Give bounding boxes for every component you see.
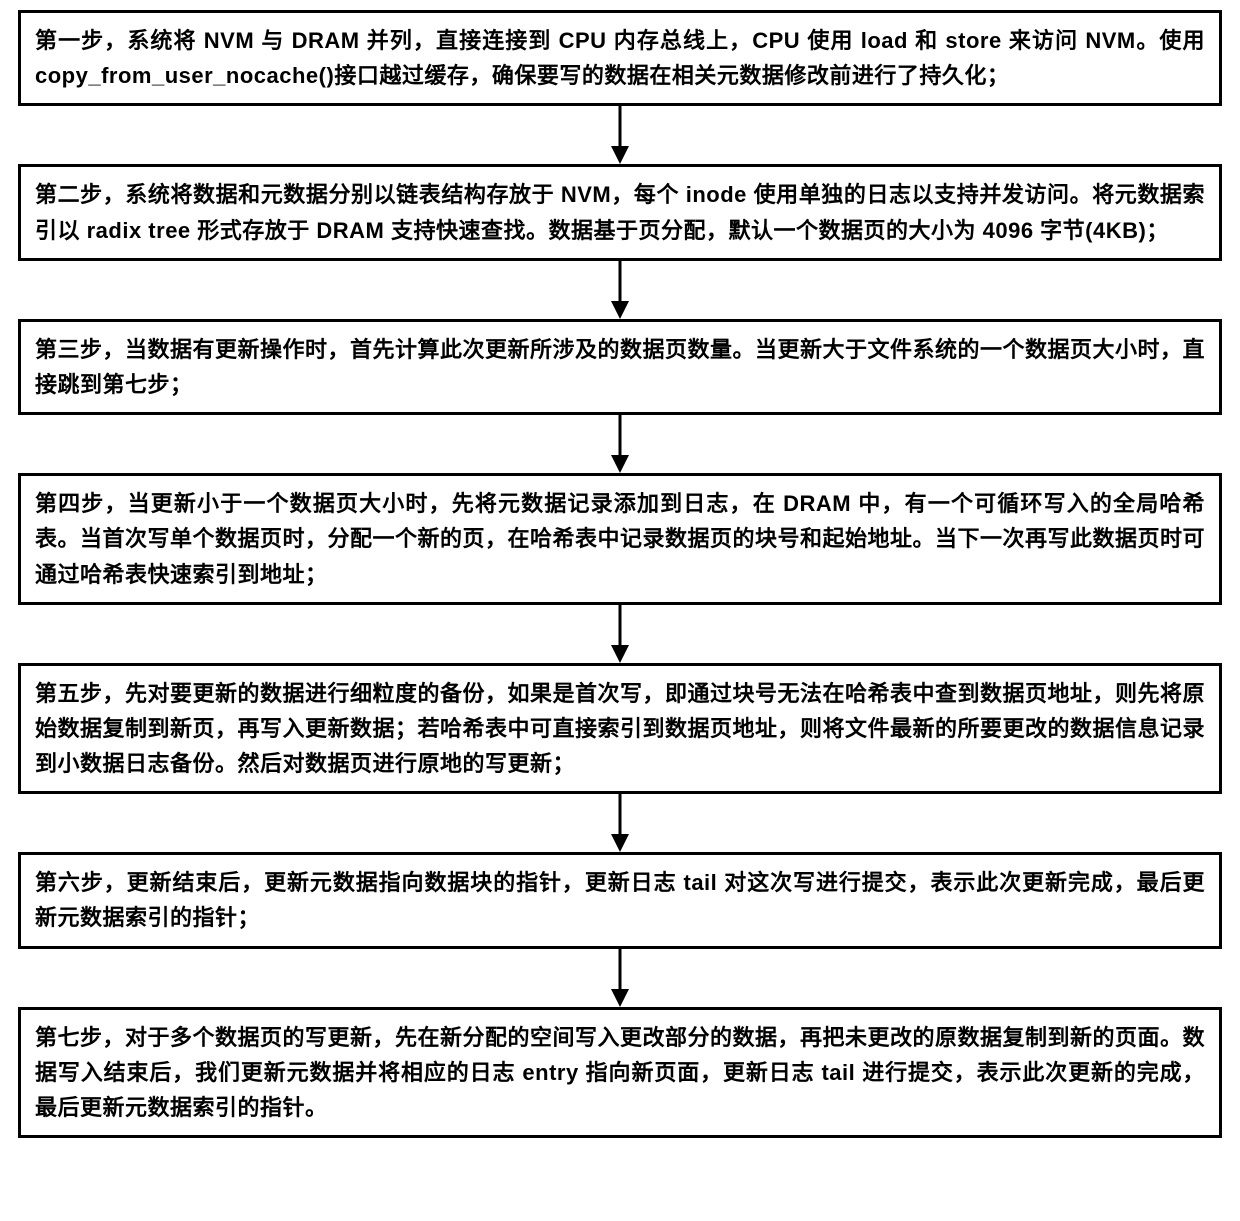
flow-step-6: 第六步，更新结束后，更新元数据指向数据块的指针，更新日志 tail 对这次写进行… bbox=[18, 852, 1222, 948]
flow-arrow bbox=[18, 794, 1222, 852]
flow-step-7: 第七步，对于多个数据页的写更新，先在新分配的空间写入更改部分的数据，再把未更改的… bbox=[18, 1007, 1222, 1139]
flow-arrow bbox=[18, 415, 1222, 473]
flowchart: 第一步，系统将 NVM 与 DRAM 并列，直接连接到 CPU 内存总线上，CP… bbox=[0, 0, 1240, 1156]
flow-arrow bbox=[18, 949, 1222, 1007]
flow-arrow bbox=[18, 261, 1222, 319]
flow-arrow bbox=[18, 106, 1222, 164]
flow-step-5: 第五步，先对要更新的数据进行细粒度的备份，如果是首次写，即通过块号无法在哈希表中… bbox=[18, 663, 1222, 795]
flow-step-4: 第四步，当更新小于一个数据页大小时，先将元数据记录添加到日志，在 DRAM 中，… bbox=[18, 473, 1222, 605]
flow-step-2: 第二步，系统将数据和元数据分别以链表结构存放于 NVM，每个 inode 使用单… bbox=[18, 164, 1222, 260]
flow-arrow bbox=[18, 605, 1222, 663]
flow-step-1: 第一步，系统将 NVM 与 DRAM 并列，直接连接到 CPU 内存总线上，CP… bbox=[18, 10, 1222, 106]
flow-step-3: 第三步，当数据有更新操作时，首先计算此次更新所涉及的数据页数量。当更新大于文件系… bbox=[18, 319, 1222, 415]
